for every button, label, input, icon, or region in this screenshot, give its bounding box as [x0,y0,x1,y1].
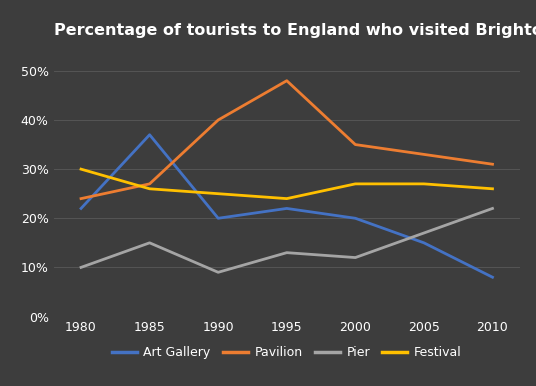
Text: Percentage of tourists to England who visited Brighton attractions: Percentage of tourists to England who vi… [54,23,536,38]
Legend: Art Gallery, Pavilion, Pier, Festival: Art Gallery, Pavilion, Pier, Festival [107,341,466,364]
